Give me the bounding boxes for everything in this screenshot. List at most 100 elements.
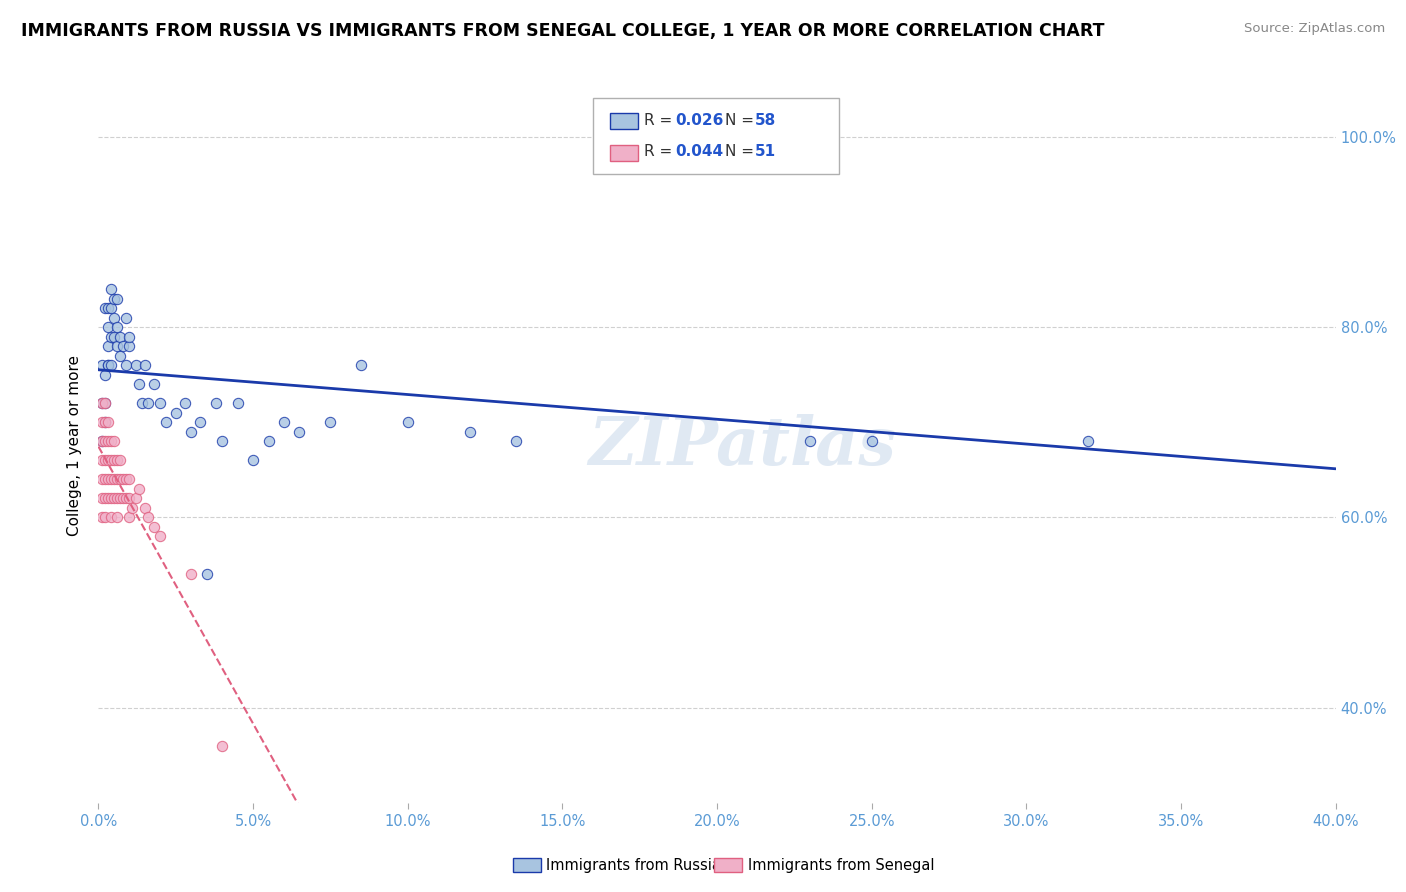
Point bbox=[105, 472, 128, 486]
Point bbox=[121, 500, 143, 515]
Point bbox=[128, 377, 150, 392]
Point bbox=[103, 292, 125, 306]
Point bbox=[257, 434, 280, 449]
Point bbox=[93, 415, 115, 429]
Point bbox=[165, 406, 187, 420]
Point bbox=[1077, 434, 1099, 449]
Text: Immigrants from Russia: Immigrants from Russia bbox=[546, 858, 720, 872]
Point bbox=[799, 434, 821, 449]
Text: Source: ZipAtlas.com: Source: ZipAtlas.com bbox=[1244, 22, 1385, 36]
Point bbox=[136, 510, 159, 524]
Point bbox=[100, 472, 122, 486]
Point bbox=[90, 396, 112, 410]
Point bbox=[118, 329, 141, 343]
Point bbox=[90, 453, 112, 467]
Point bbox=[128, 482, 150, 496]
Text: 0.044: 0.044 bbox=[675, 145, 723, 159]
Point bbox=[97, 358, 120, 372]
Point bbox=[195, 567, 218, 582]
Point bbox=[93, 301, 115, 315]
Point bbox=[112, 339, 135, 353]
Point bbox=[131, 396, 153, 410]
Point bbox=[103, 310, 125, 325]
Point bbox=[93, 368, 115, 382]
Point bbox=[115, 491, 138, 506]
Point bbox=[242, 453, 264, 467]
Point bbox=[124, 358, 146, 372]
Point bbox=[100, 358, 122, 372]
Point bbox=[396, 415, 419, 429]
Y-axis label: College, 1 year or more: College, 1 year or more bbox=[67, 356, 83, 536]
Point bbox=[149, 529, 172, 543]
Point bbox=[90, 396, 112, 410]
Point bbox=[174, 396, 197, 410]
Text: R =: R = bbox=[644, 113, 678, 128]
Point bbox=[103, 434, 125, 449]
Point bbox=[103, 453, 125, 467]
Point bbox=[226, 396, 249, 410]
Point bbox=[149, 396, 172, 410]
Point bbox=[97, 453, 120, 467]
Point bbox=[97, 320, 120, 334]
Point bbox=[118, 491, 141, 506]
Text: 0.026: 0.026 bbox=[675, 113, 723, 128]
Point bbox=[319, 415, 342, 429]
Point bbox=[134, 500, 156, 515]
Point bbox=[105, 510, 128, 524]
Point bbox=[115, 310, 138, 325]
Point bbox=[97, 434, 120, 449]
Point bbox=[100, 453, 122, 467]
Point bbox=[100, 329, 122, 343]
Point bbox=[103, 472, 125, 486]
Point bbox=[350, 358, 373, 372]
Point bbox=[100, 434, 122, 449]
Point bbox=[103, 329, 125, 343]
Point bbox=[97, 491, 120, 506]
Point bbox=[93, 472, 115, 486]
Point bbox=[105, 292, 128, 306]
Point bbox=[134, 358, 156, 372]
Point bbox=[211, 434, 233, 449]
Point bbox=[115, 358, 138, 372]
Point bbox=[613, 158, 636, 172]
Point bbox=[97, 358, 120, 372]
Point bbox=[108, 491, 131, 506]
Text: R =: R = bbox=[644, 145, 678, 159]
Point bbox=[90, 415, 112, 429]
Text: 51: 51 bbox=[755, 145, 776, 159]
Point bbox=[97, 339, 120, 353]
Point bbox=[97, 301, 120, 315]
Point bbox=[100, 282, 122, 296]
Point bbox=[112, 472, 135, 486]
Point bbox=[93, 396, 115, 410]
Point bbox=[103, 491, 125, 506]
Text: 58: 58 bbox=[755, 113, 776, 128]
Point bbox=[136, 396, 159, 410]
Point bbox=[100, 301, 122, 315]
Point bbox=[211, 739, 233, 753]
Point bbox=[90, 510, 112, 524]
Point bbox=[108, 329, 131, 343]
Point bbox=[118, 339, 141, 353]
Point bbox=[108, 472, 131, 486]
Text: N =: N = bbox=[725, 113, 759, 128]
Point bbox=[100, 510, 122, 524]
Point bbox=[458, 425, 481, 439]
Point bbox=[860, 434, 883, 449]
Point bbox=[180, 567, 202, 582]
Point bbox=[90, 472, 112, 486]
Point bbox=[124, 491, 146, 506]
Text: IMMIGRANTS FROM RUSSIA VS IMMIGRANTS FROM SENEGAL COLLEGE, 1 YEAR OR MORE CORREL: IMMIGRANTS FROM RUSSIA VS IMMIGRANTS FRO… bbox=[21, 22, 1105, 40]
Point bbox=[97, 472, 120, 486]
Point bbox=[112, 491, 135, 506]
Point bbox=[90, 434, 112, 449]
Point bbox=[118, 510, 141, 524]
Point bbox=[93, 415, 115, 429]
Point bbox=[143, 377, 166, 392]
Point bbox=[105, 320, 128, 334]
Point bbox=[108, 349, 131, 363]
Point bbox=[505, 434, 527, 449]
Point bbox=[90, 491, 112, 506]
Point bbox=[155, 415, 177, 429]
Point bbox=[90, 434, 112, 449]
